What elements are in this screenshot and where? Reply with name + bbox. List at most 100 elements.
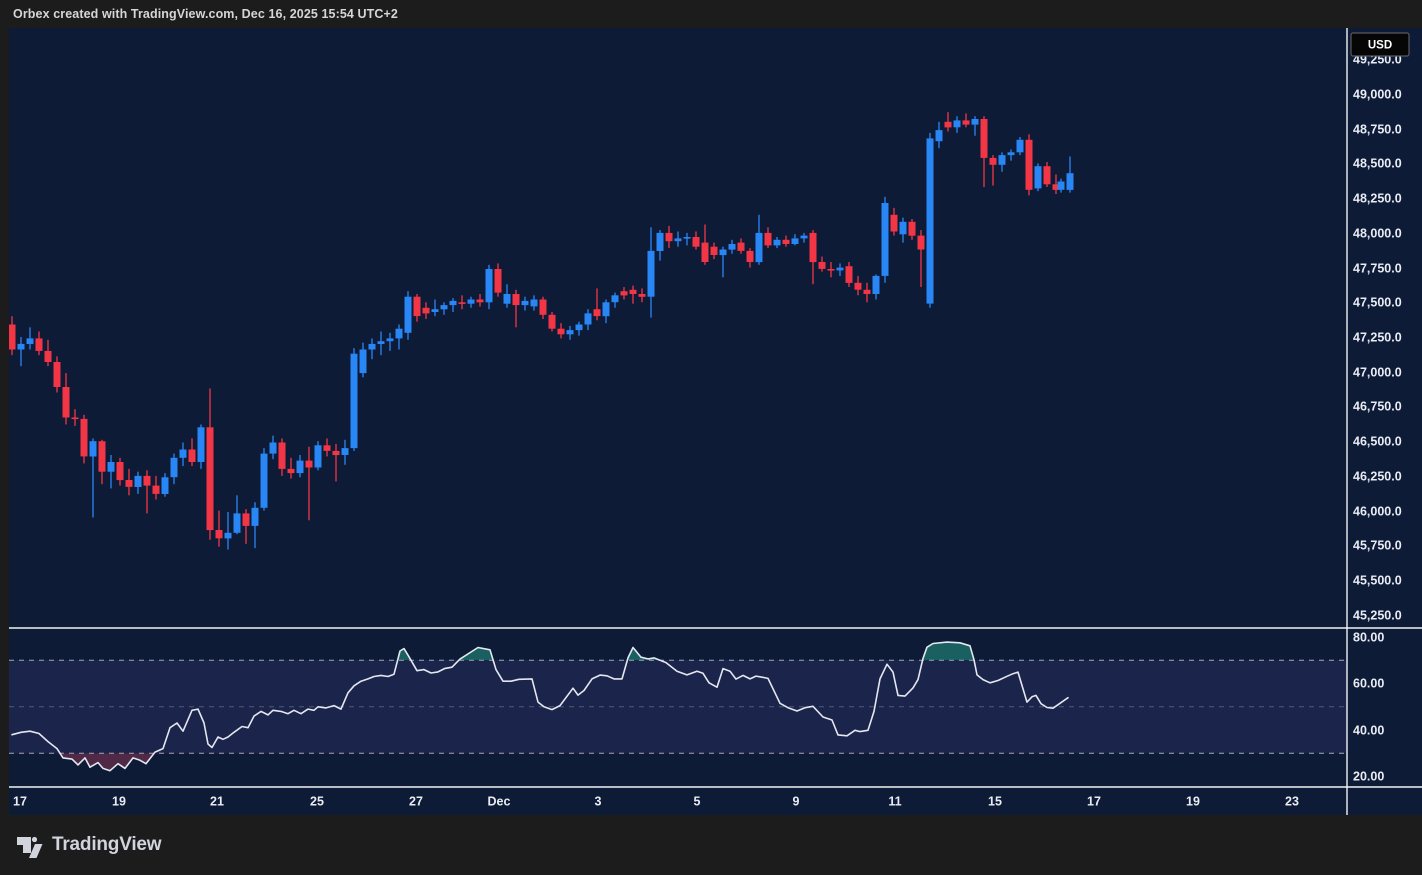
candle[interactable] xyxy=(413,294,421,322)
candle[interactable] xyxy=(251,502,259,549)
candle[interactable] xyxy=(854,275,862,296)
candle[interactable] xyxy=(701,224,709,265)
candle[interactable] xyxy=(845,262,853,287)
candle[interactable] xyxy=(359,342,367,378)
candle[interactable] xyxy=(1052,174,1060,195)
candle[interactable] xyxy=(485,264,493,310)
candle[interactable] xyxy=(917,230,925,287)
candle[interactable] xyxy=(692,231,700,250)
candle[interactable] xyxy=(422,302,430,319)
candle[interactable] xyxy=(737,238,745,254)
candle[interactable] xyxy=(431,299,439,317)
candle[interactable] xyxy=(710,242,718,260)
candle[interactable] xyxy=(881,196,889,283)
candle[interactable] xyxy=(908,219,916,240)
candle[interactable] xyxy=(602,299,610,324)
candle[interactable] xyxy=(503,284,511,308)
candle[interactable] xyxy=(377,331,385,356)
candle[interactable] xyxy=(809,230,817,285)
candle[interactable] xyxy=(134,471,142,494)
candle[interactable] xyxy=(143,470,151,514)
candle[interactable] xyxy=(539,296,547,319)
candle[interactable] xyxy=(746,248,754,268)
candle[interactable] xyxy=(863,282,871,303)
candle[interactable] xyxy=(872,274,880,300)
candle[interactable] xyxy=(206,388,214,540)
candle[interactable] xyxy=(674,231,682,247)
candle[interactable] xyxy=(683,232,691,246)
candle[interactable] xyxy=(44,339,52,367)
candle[interactable] xyxy=(323,438,331,457)
candle[interactable] xyxy=(656,230,664,261)
candle[interactable] xyxy=(170,453,178,485)
candle[interactable] xyxy=(386,332,394,351)
candle[interactable] xyxy=(116,457,124,486)
candle[interactable] xyxy=(98,439,106,485)
chart-canvas[interactable]: 49,250.049,000.048,750.048,500.048,250.0… xyxy=(9,28,1422,815)
candle[interactable] xyxy=(1025,134,1033,196)
candle[interactable] xyxy=(287,457,295,479)
candle[interactable] xyxy=(953,116,961,133)
candle[interactable] xyxy=(1043,162,1051,187)
candle[interactable] xyxy=(467,296,475,308)
candle[interactable] xyxy=(152,475,160,500)
candle[interactable] xyxy=(980,116,988,187)
candle[interactable] xyxy=(665,225,673,249)
candle[interactable] xyxy=(944,112,952,132)
candle[interactable] xyxy=(440,302,448,315)
candle[interactable] xyxy=(242,509,250,544)
candlestick-series[interactable] xyxy=(9,112,1074,550)
candle[interactable] xyxy=(368,338,376,360)
rsi-line[interactable] xyxy=(11,641,1069,772)
candle[interactable] xyxy=(818,256,826,272)
tradingview-logo[interactable]: TradingView xyxy=(15,832,162,859)
candle[interactable] xyxy=(53,356,61,393)
candle[interactable] xyxy=(566,325,574,340)
time-axis[interactable]: 17 19 21 25 27 Dec 3 5 9 11 15 17 19 23 xyxy=(13,794,1299,808)
candle[interactable] xyxy=(80,414,88,464)
candle[interactable] xyxy=(1034,163,1042,192)
candle[interactable] xyxy=(179,442,187,467)
candle[interactable] xyxy=(278,438,286,476)
candle[interactable] xyxy=(260,448,268,511)
price-axis[interactable]: 49,250.049,000.048,750.048,500.048,250.0… xyxy=(1353,52,1402,622)
currency-badge-box[interactable] xyxy=(1350,32,1410,57)
candle[interactable] xyxy=(584,309,592,331)
candle[interactable] xyxy=(395,324,403,350)
candle[interactable] xyxy=(26,327,34,350)
candle[interactable] xyxy=(341,439,349,465)
candle[interactable] xyxy=(71,409,79,426)
candle[interactable] xyxy=(404,291,412,340)
candle[interactable] xyxy=(836,263,844,276)
candle[interactable] xyxy=(9,316,16,356)
candle[interactable] xyxy=(521,296,529,311)
candle[interactable] xyxy=(1057,178,1065,193)
candle[interactable] xyxy=(494,263,502,297)
candle[interactable] xyxy=(125,468,133,496)
candle[interactable] xyxy=(305,446,313,521)
candle[interactable] xyxy=(593,288,601,321)
candle[interactable] xyxy=(926,132,934,308)
rsi-indicator-pane[interactable] xyxy=(11,641,1069,772)
candle[interactable] xyxy=(935,121,943,149)
candle[interactable] xyxy=(728,239,736,254)
candle[interactable] xyxy=(989,155,997,186)
candle[interactable] xyxy=(575,321,583,336)
candle[interactable] xyxy=(512,289,520,328)
candle[interactable] xyxy=(899,217,907,243)
candle[interactable] xyxy=(719,246,727,278)
candle[interactable] xyxy=(269,435,277,460)
candle[interactable] xyxy=(782,235,790,247)
candle[interactable] xyxy=(791,234,799,246)
candle[interactable] xyxy=(314,441,322,471)
currency-badge[interactable]: USD xyxy=(1350,32,1410,57)
candle[interactable] xyxy=(215,510,223,547)
candle[interactable] xyxy=(773,237,781,249)
candle[interactable] xyxy=(548,312,556,332)
candle[interactable] xyxy=(62,373,70,425)
candle[interactable] xyxy=(35,331,43,356)
candle[interactable] xyxy=(449,298,457,312)
candle[interactable] xyxy=(89,438,97,518)
candle[interactable] xyxy=(890,207,898,236)
candle[interactable] xyxy=(224,512,232,550)
